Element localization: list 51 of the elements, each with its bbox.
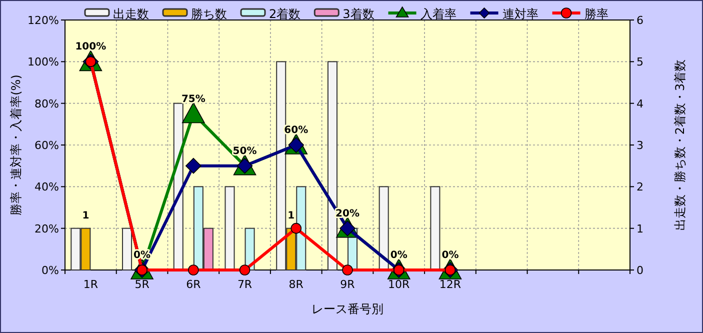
y2-axis-title: 出走数・勝ち数・2着数・3着数: [673, 59, 687, 231]
x-tick-label: 7R: [237, 278, 252, 291]
y-tick-label: 100%: [28, 56, 59, 69]
legend-label: 入着率: [420, 7, 456, 21]
y2-tick-label: 6: [636, 14, 644, 27]
x-axis-title: レース番号別: [312, 302, 384, 316]
y-tick-label: 60%: [34, 139, 59, 152]
x-tick-label: 6R: [186, 278, 202, 291]
y2-tick-label: 4: [636, 97, 644, 110]
point: [186, 158, 202, 174]
point: [182, 102, 205, 124]
data-label: 75%: [181, 94, 206, 105]
y2-tick-label: 1: [636, 222, 644, 236]
y2-tick-label: 5: [636, 56, 644, 69]
point: [239, 264, 250, 276]
point: [342, 264, 353, 276]
y2-tick-label: 2: [636, 180, 644, 194]
x-tick-label: 12R: [439, 278, 462, 291]
x-tick-label: 1R: [83, 278, 98, 291]
y-tick-label: 20%: [34, 222, 59, 236]
legend-label: 連対率: [502, 7, 538, 21]
legend-label: 2着数: [269, 7, 301, 21]
point: [188, 264, 199, 276]
legend-label: 勝ち数: [191, 7, 227, 21]
point: [290, 222, 302, 234]
y2-tick-label: 0: [636, 264, 644, 277]
data-label: 0%: [390, 250, 408, 261]
y-tick-label: 0%: [42, 264, 59, 277]
data-label: 0%: [442, 250, 459, 261]
legend-label: 勝率: [584, 7, 608, 21]
legend-label: 出走数: [113, 7, 149, 21]
y-tick-label: 120%: [28, 14, 59, 27]
y2-tick-label: 3: [636, 139, 644, 152]
data-label: 50%: [232, 146, 257, 157]
data-label: 100%: [75, 42, 106, 53]
bar: [378, 186, 389, 270]
bar: [430, 186, 440, 270]
y-axis-title: 勝率・連対率・入着率(%): [9, 74, 23, 216]
x-tick-label: 9R: [340, 278, 356, 291]
x-tick-label: 8R: [288, 278, 304, 291]
legend-label: 3着数: [342, 7, 374, 21]
x-tick-label: 10R: [388, 278, 410, 291]
y-tick-label: 80%: [34, 97, 59, 110]
bar: [193, 186, 204, 270]
bar: [327, 61, 338, 270]
y-tick-label: 40%: [34, 180, 59, 194]
x-tick-label: 5R: [134, 278, 150, 291]
data-label: 1: [288, 210, 295, 222]
bar: [122, 228, 132, 270]
bar: [224, 186, 235, 270]
data-label: 1: [82, 210, 90, 222]
